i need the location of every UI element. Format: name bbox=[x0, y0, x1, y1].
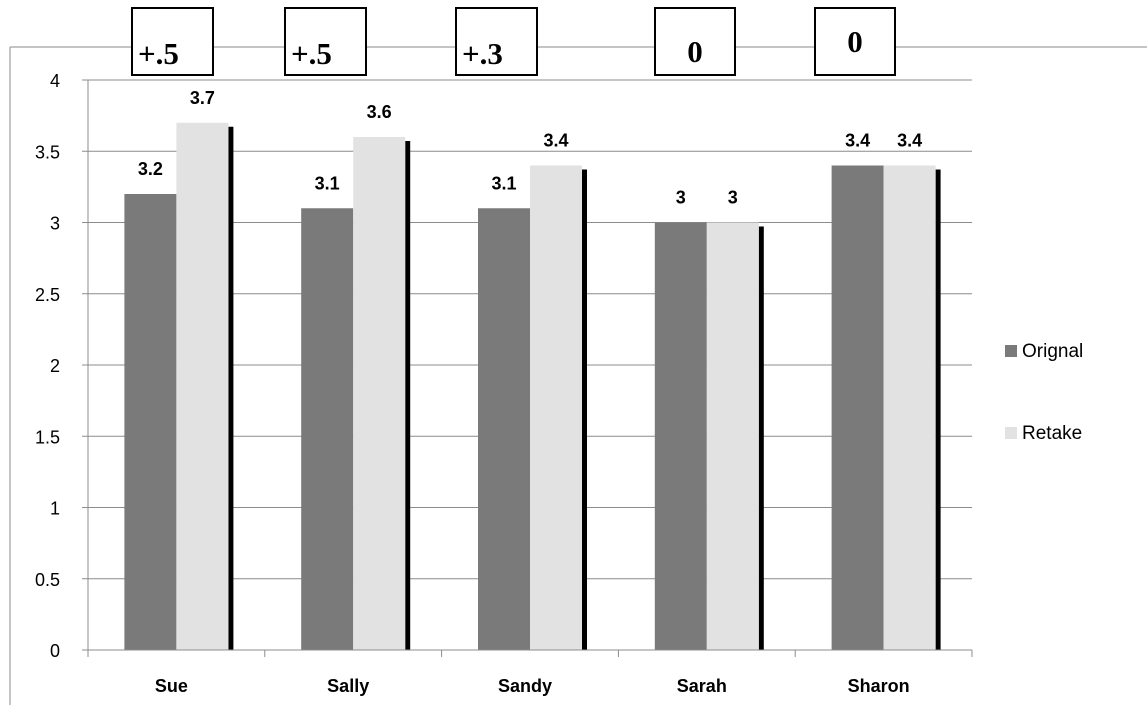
data-labels: 3.2 3.7 3.1 3.6 3.1 3.4 3 3 3.4 3.4 bbox=[138, 88, 922, 208]
legend: Orignal Retake bbox=[1005, 341, 1083, 444]
data-label-retake: 3.4 bbox=[897, 131, 922, 151]
difference-box bbox=[455, 7, 538, 76]
y-axis-tick-labels: 0 0.5 1 1.5 2 2.5 3 3.5 4 bbox=[35, 71, 60, 661]
difference-box bbox=[284, 7, 367, 76]
bar-retake bbox=[706, 222, 759, 650]
x-category-label: Sue bbox=[155, 676, 188, 696]
bar-retake bbox=[530, 165, 582, 650]
y-tick-label: 1 bbox=[50, 499, 60, 519]
data-label-orignal: 3.1 bbox=[491, 173, 516, 193]
y-tick-label: 1.5 bbox=[35, 427, 60, 447]
legend-swatch bbox=[1005, 427, 1017, 439]
bar-orignal bbox=[124, 194, 177, 650]
bar-retake bbox=[176, 122, 229, 650]
y-tick-label: 2.5 bbox=[35, 285, 60, 305]
legend-swatch bbox=[1005, 345, 1017, 357]
y-tick-label: 0.5 bbox=[35, 570, 60, 590]
bars bbox=[124, 122, 941, 650]
y-tick-label: 3 bbox=[50, 214, 60, 234]
bar-orignal bbox=[654, 222, 707, 650]
data-label-orignal: 3 bbox=[676, 188, 686, 208]
bar-shadow bbox=[228, 126, 234, 650]
data-label-retake: 3.6 bbox=[367, 102, 392, 122]
bar-shadow bbox=[758, 226, 764, 650]
axes bbox=[87, 80, 973, 657]
x-category-label: Sandy bbox=[498, 676, 552, 696]
difference-label: +.5 bbox=[138, 36, 179, 71]
data-label-retake: 3 bbox=[728, 188, 738, 208]
x-category-label: Sharon bbox=[848, 676, 910, 696]
x-category-label: Sarah bbox=[677, 676, 727, 696]
difference-label: 0 bbox=[687, 34, 703, 69]
difference-label: +.3 bbox=[462, 36, 503, 71]
difference-annotations: +.5 +.5 +.3 0 0 bbox=[131, 7, 896, 76]
bar-orignal bbox=[301, 208, 354, 650]
data-label-retake: 3.7 bbox=[190, 88, 215, 108]
y-tick-label: 4 bbox=[50, 71, 60, 91]
difference-label: +.5 bbox=[291, 36, 332, 71]
data-label-orignal: 3.4 bbox=[845, 131, 870, 151]
y-tick-label: 3.5 bbox=[35, 142, 60, 162]
bar-shadow bbox=[582, 169, 587, 650]
bar-retake bbox=[883, 165, 936, 650]
bar-retake bbox=[353, 137, 406, 650]
bar-shadow bbox=[935, 169, 941, 650]
data-label-orignal: 3.1 bbox=[315, 173, 340, 193]
data-label-orignal: 3.2 bbox=[138, 159, 163, 179]
x-category-label: Sally bbox=[327, 676, 369, 696]
legend-label: Orignal bbox=[1022, 341, 1083, 362]
difference-box bbox=[131, 7, 214, 76]
difference-box bbox=[654, 7, 736, 76]
legend-label: Retake bbox=[1022, 423, 1082, 444]
bar-orignal bbox=[478, 208, 530, 650]
difference-box bbox=[814, 7, 896, 76]
bar-shadow bbox=[405, 141, 411, 650]
y-tick-label: 0 bbox=[50, 641, 60, 661]
difference-label: 0 bbox=[847, 24, 863, 59]
y-tick-label: 2 bbox=[50, 356, 60, 376]
data-label-retake: 3.4 bbox=[543, 131, 568, 151]
bar-orignal bbox=[831, 165, 884, 650]
x-axis-category-labels: Sue Sally Sandy Sarah Sharon bbox=[155, 676, 910, 696]
